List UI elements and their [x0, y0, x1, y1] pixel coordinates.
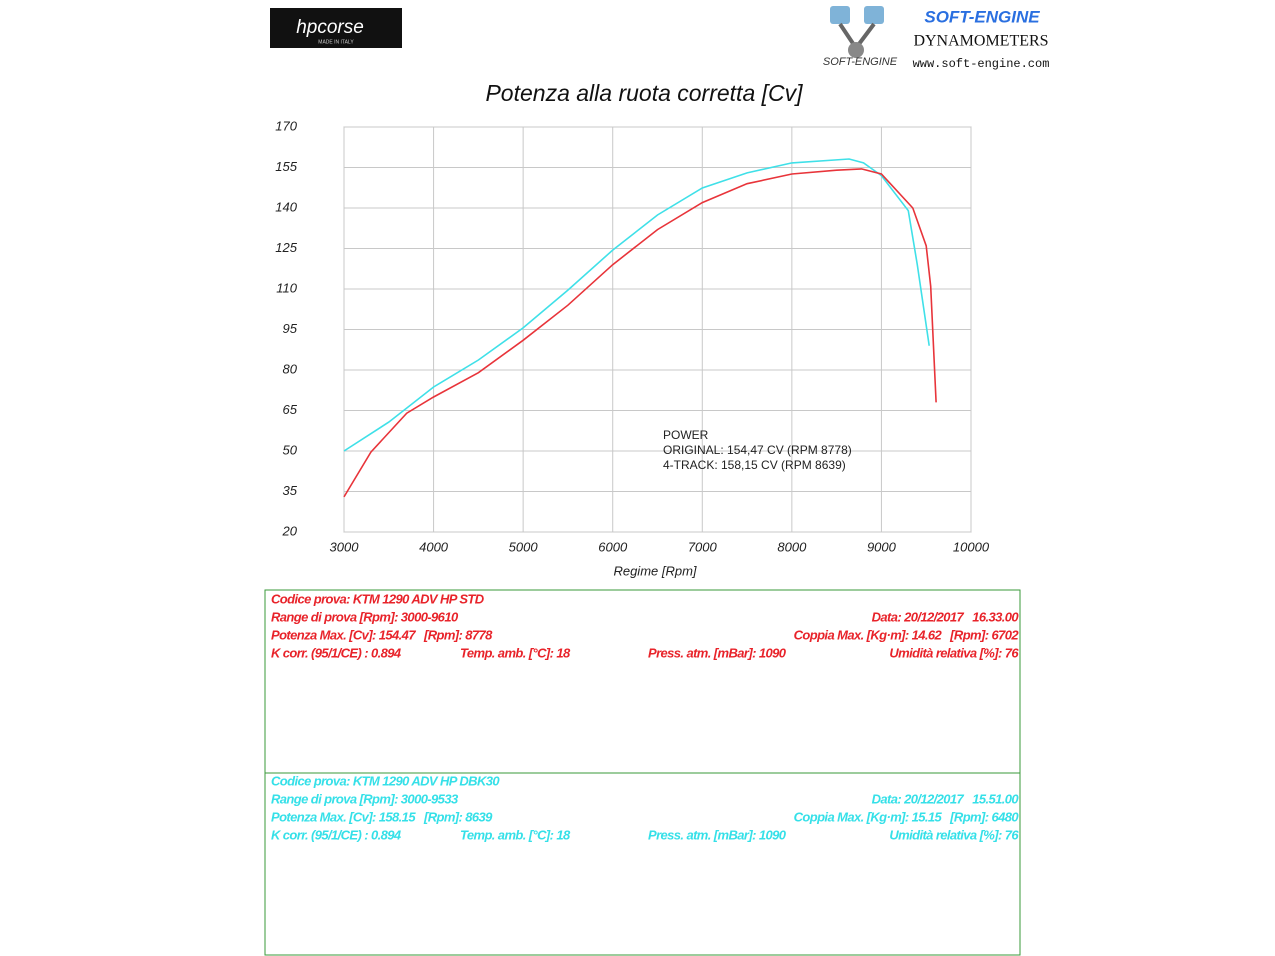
x-tick-label: 3000: [330, 539, 360, 554]
info-text: Coppia Max. [Kg·m]: 15.15 [Rpm]: 6480: [794, 809, 1020, 824]
logo-brand: hpcorse: [296, 17, 364, 38]
x-tick-label: 8000: [777, 539, 807, 554]
x-tick-label: 5000: [509, 539, 539, 554]
y-tick-label: 95: [283, 321, 298, 336]
logo-tagline: MADE IN ITALY: [318, 39, 354, 45]
logo-subtitle: DYNAMOMETERS: [913, 33, 1048, 50]
hpcorse-logo: [270, 8, 402, 48]
power-line: [343, 168, 937, 498]
info-text: K corr. (95/1/CE) : 0.894: [271, 827, 402, 842]
info-text: Range di prova [Rpm]: 3000-9610: [271, 609, 459, 624]
info-text: Range di prova [Rpm]: 3000-9533: [271, 791, 459, 806]
x-tick-label: 7000: [688, 539, 718, 554]
y-tick-label: 110: [276, 280, 297, 295]
logo-mark: SOFT-ENGINE: [823, 56, 898, 68]
logo-url: www.soft-engine.com: [913, 57, 1050, 71]
x-axis-label: Regime [Rpm]: [613, 563, 696, 578]
annotation: POWER: [663, 428, 709, 442]
info-text: Temp. amb. [°C]: 18: [460, 645, 571, 660]
info-text: K corr. (95/1/CE) : 0.894: [271, 645, 402, 660]
x-tick-label: 6000: [598, 539, 628, 554]
y-tick-label: 140: [275, 199, 297, 214]
x-tick-label: 4000: [419, 539, 449, 554]
annotation: 4-TRACK: 158,15 CV (RPM 8639): [663, 458, 846, 472]
piston-icon: [864, 6, 884, 24]
logo-brand: SOFT-ENGINE: [924, 7, 1040, 26]
info-text: Press. atm. [mBar]: 1090: [648, 645, 787, 660]
y-tick-label: 170: [275, 118, 297, 133]
x-tick-label: 9000: [867, 539, 897, 554]
y-tick-label: 80: [283, 361, 298, 376]
info-text: Umidità relativa [%]: 76: [889, 645, 1019, 660]
info-text: Coppia Max. [Kg·m]: 14.62 [Rpm]: 6702: [794, 627, 1020, 642]
y-tick-label: 20: [282, 523, 298, 538]
info-text: Temp. amb. [°C]: 18: [460, 827, 571, 842]
info-text: Data: 20/12/2017 15.51.00: [872, 791, 1020, 806]
y-tick-label: 155: [275, 159, 297, 174]
info-text: Codice prova: KTM 1290 ADV HP STD: [271, 591, 485, 606]
info-text: Potenza Max. [Cv]: 158.15 [Rpm]: 8639: [271, 809, 493, 824]
y-tick-label: 35: [283, 483, 298, 498]
info-text: Umidità relativa [%]: 76: [889, 827, 1019, 842]
y-tick-label: 65: [283, 402, 298, 417]
info-text: Codice prova: KTM 1290 ADV HP DBK30: [271, 773, 500, 788]
y-tick-label: 125: [275, 240, 297, 255]
x-tick-label: 10000: [953, 539, 990, 554]
piston-icon: [830, 6, 850, 24]
crank-icon: [848, 42, 864, 58]
y-tick-label: 50: [283, 442, 298, 457]
info-text: Potenza Max. [Cv]: 154.47 [Rpm]: 8778: [271, 627, 493, 642]
info-text: Data: 20/12/2017 16.33.00: [872, 609, 1020, 624]
annotation: ORIGINAL: 154,47 CV (RPM 8778): [663, 443, 852, 457]
chart-title: Potenza alla ruota corretta [Cv]: [485, 80, 803, 106]
info-text: Press. atm. [mBar]: 1090: [648, 827, 787, 842]
power-line: [343, 158, 930, 452]
